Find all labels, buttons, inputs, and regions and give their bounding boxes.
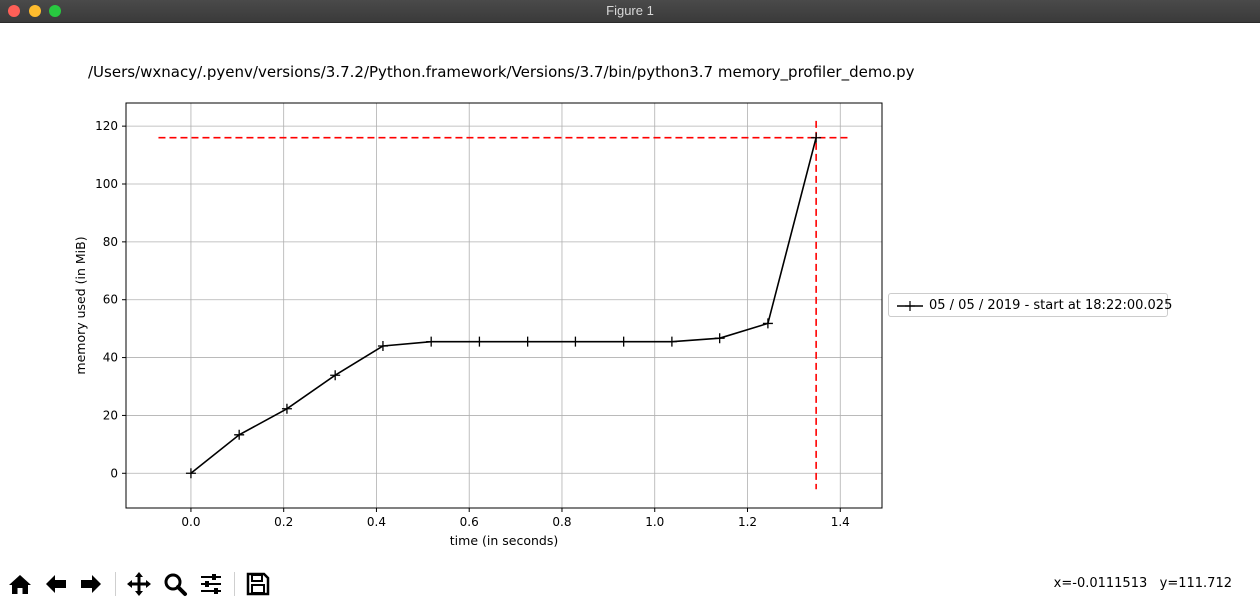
y-tick-label: 80 [103, 235, 118, 249]
y-tick-label: 0 [110, 466, 118, 480]
data-point-marker [234, 429, 245, 440]
window-titlebar: Figure 1 [0, 0, 1260, 23]
y-tick-label: 40 [103, 351, 118, 365]
data-point-marker [714, 333, 725, 344]
y-tick-label: 120 [95, 119, 118, 133]
data-point-marker [762, 318, 773, 329]
save-button[interactable] [244, 570, 272, 598]
y-tick-label: 100 [95, 177, 118, 191]
magnifier-icon [164, 573, 187, 596]
plot-canvas[interactable]: 0.0 0.2 0.4 0.6 0.8 1.0 1.2 1.4 0 20 40 60 80 100 120 t… [0, 0, 1260, 560]
data-point-marker [666, 336, 677, 347]
home-button[interactable] [6, 570, 34, 598]
x-tick-label: 0.2 [274, 515, 293, 529]
x-tick-label: 0.8 [552, 515, 571, 529]
home-icon [9, 575, 31, 594]
figure-title: /Users/wxnacy/.pyenv/versions/3.7.2/Pyth… [88, 63, 915, 81]
maximize-window-button[interactable] [49, 5, 61, 17]
cursor-coordinates: x=-0.0111513 y=111.712 [1053, 576, 1232, 591]
window-title: Figure 1 [606, 3, 654, 18]
x-tick-label: 1.0 [645, 515, 664, 529]
legend: 05 / 05 / 2019 - start at 18:22:00.025 [888, 293, 1172, 317]
close-window-button[interactable] [8, 5, 20, 17]
data-point-marker [377, 341, 388, 351]
minimize-window-button[interactable] [29, 5, 41, 17]
forward-button[interactable] [77, 570, 105, 598]
data-point-marker [522, 336, 533, 347]
data-point-marker [185, 468, 196, 479]
data-point-marker [330, 370, 341, 381]
x-tick-label: 1.2 [738, 515, 757, 529]
legend-line-marker [897, 301, 923, 311]
arrow-left-icon [46, 575, 66, 593]
pan-button[interactable] [125, 570, 153, 598]
data-point-marker [474, 336, 485, 347]
y-tick-label: 60 [103, 293, 118, 307]
x-tick-label: 0.4 [367, 515, 386, 529]
data-point-marker [811, 132, 822, 143]
x-tick-label: 1.4 [831, 515, 850, 529]
axes-frame [125, 102, 883, 509]
memory-line [190, 137, 817, 474]
data-point-marker [618, 336, 629, 347]
legend-label: 05 / 05 / 2019 - start at 18:22:00.025 [929, 298, 1173, 313]
zoom-button[interactable] [161, 570, 189, 598]
x-tick-label: 0.0 [181, 515, 200, 529]
sliders-icon [201, 574, 221, 594]
data-point-marker [570, 336, 581, 347]
y-axis-label: memory used (in MiB) [73, 236, 88, 374]
x-axis-label: time (in seconds) [450, 533, 558, 548]
x-tick-label: 0.6 [460, 515, 479, 529]
navigation-toolbar: x=-0.0111513 y=111.712 [0, 564, 1260, 604]
floppy-disk-icon [246, 572, 270, 596]
toolbar-separator [234, 572, 235, 596]
data-point-marker [426, 336, 437, 347]
arrow-right-icon [81, 575, 101, 593]
plot-area [126, 103, 882, 508]
toolbar-separator [115, 572, 116, 596]
y-tick-label: 20 [103, 408, 118, 422]
back-button[interactable] [42, 570, 70, 598]
configure-subplots-button[interactable] [197, 570, 225, 598]
move-icon [127, 572, 151, 596]
data-point-marker [281, 403, 292, 414]
